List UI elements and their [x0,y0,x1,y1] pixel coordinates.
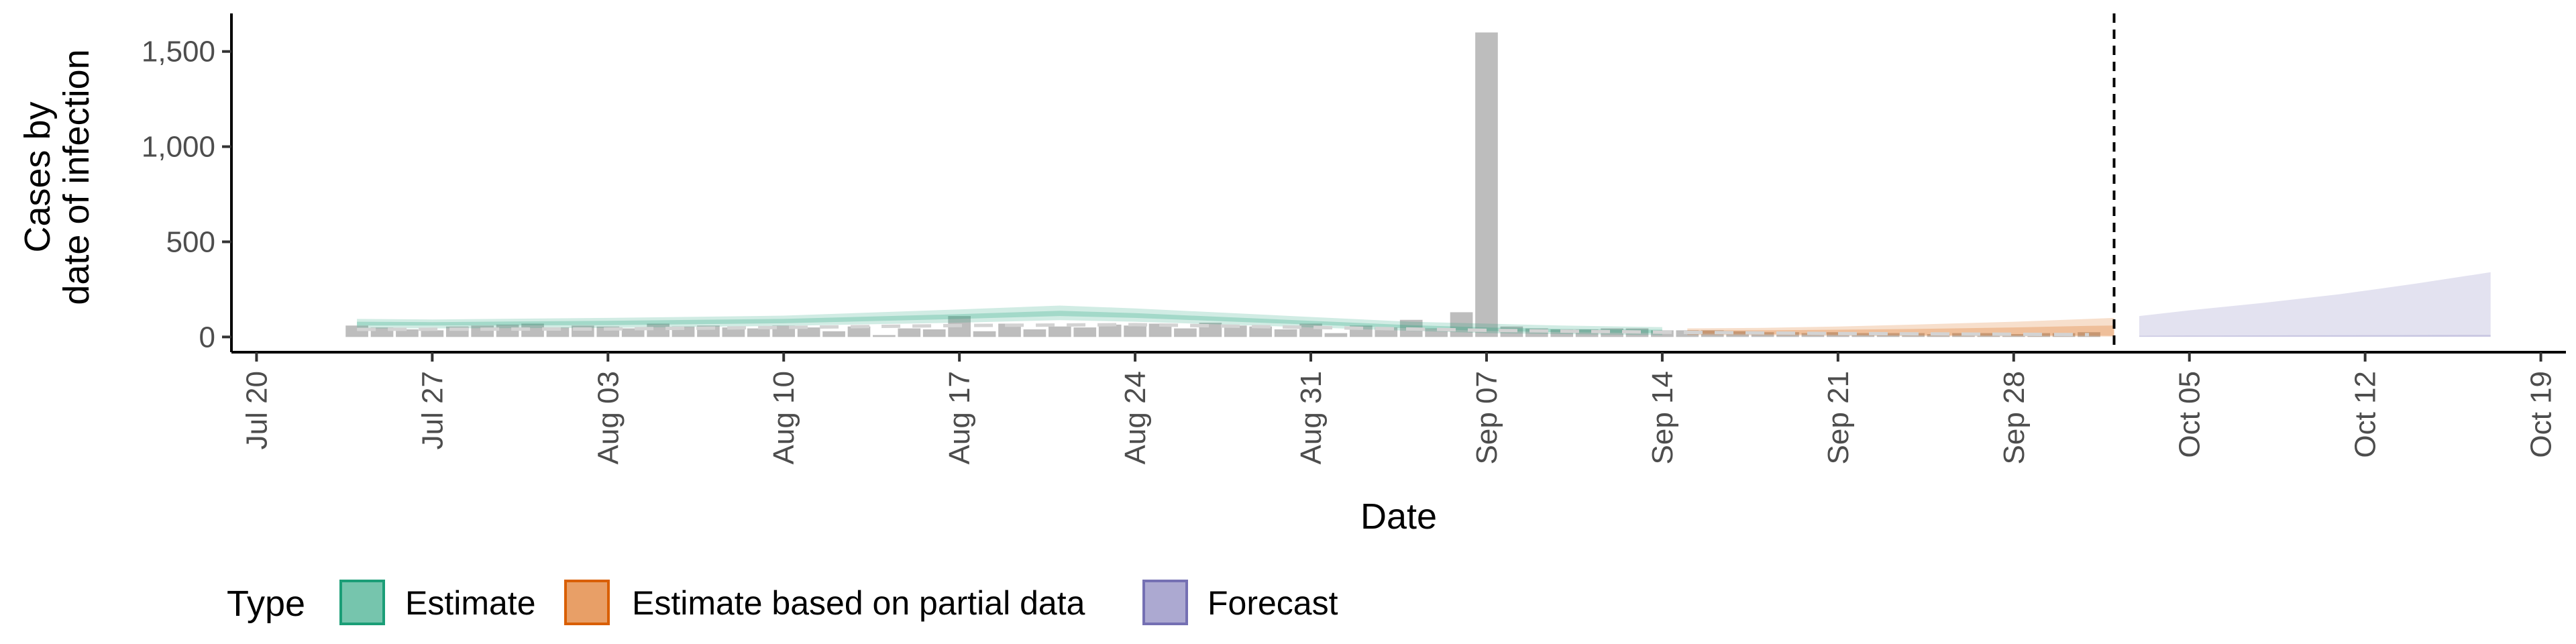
legend-item-forecast: Forecast [1142,580,1338,625]
bar [873,335,896,337]
x-axis-title: Date [1360,496,1437,537]
bar [1726,331,1749,337]
legend-key-forecast [1142,580,1188,625]
plot-area [345,13,2491,352]
legend-label-estimate: Estimate [405,584,536,622]
bar [998,323,1021,337]
bar [1274,329,1297,337]
y-tick-label: 1,000 [142,131,215,164]
band-outer-estimate [357,305,1662,335]
bar [1124,325,1146,337]
x-tick-label: Aug 31 [1295,371,1328,464]
legend-item-partial: Estimate based on partial data [564,580,1085,625]
x-tick-label: Oct 12 [2349,371,2382,458]
x-tick-label: Sep 07 [1470,371,1503,464]
legend: Type Estimate Estimate based on partial … [227,580,1338,625]
x-tick-label: Aug 24 [1119,371,1152,464]
bar [797,327,820,337]
x-tick-label: Oct 19 [2525,371,2558,458]
bar [747,328,770,337]
bar [1827,332,1849,337]
bar [370,327,394,337]
bar [2078,332,2100,337]
legend-label-forecast: Forecast [1208,584,1338,622]
band-inner-forecast [2139,335,2491,337]
x-tick-label: Sep 28 [1998,371,2031,464]
bar [1977,333,2000,337]
bar [1876,333,1900,337]
x-tick-label: Jul 20 [240,371,273,449]
x-tick-label: Aug 03 [592,371,625,464]
y-tick-label: 500 [166,225,215,258]
y-ticks: 0 500 1,000 1,500 [142,36,231,354]
bar [898,328,921,337]
bar [1701,330,1724,337]
y-tick-label: 0 [199,321,215,354]
y-tick-label: 1,500 [142,36,215,68]
x-tick-label: Aug 17 [943,371,976,464]
bars-layer [345,32,2100,337]
y-axis-title: Cases by date of infection [17,49,97,305]
x-tick-label: Sep 14 [1646,371,1679,464]
bar [521,323,544,337]
bar [1098,324,1122,337]
bar [1575,329,1599,337]
x-tick-label: Oct 05 [2174,371,2206,458]
bar [421,330,444,337]
x-tick-label: Sep 21 [1822,371,1855,464]
legend-label-partial: Estimate based on partial data [632,584,1085,622]
bar [922,329,946,337]
bar [2002,334,2025,337]
bar [1224,325,1247,337]
bar [1049,326,1071,337]
bar [1324,333,1348,337]
bar [973,331,996,337]
x-ticks: Jul 20 Jul 27 Aug 03 Aug 10 Aug 17 Aug 24 Aug … [240,352,2558,464]
legend-title: Type [227,584,305,624]
legend-key-estimate [339,580,385,625]
bar [1148,323,1172,337]
bar [847,326,871,337]
bar [621,328,645,337]
band-outer-forecast [2139,272,2491,337]
y-axis-title-line-2: date of infection [56,49,97,305]
bar [1023,329,1046,337]
bar [1450,312,1473,337]
axes: 0 500 1,000 1,500 Jul 20 Jul 27 Aug 03 Aug 10 A… [142,13,2566,464]
bar [1249,326,1273,337]
bar [722,327,745,337]
legend-key-partial [564,580,610,625]
bar [396,329,419,337]
bar [1801,333,1825,337]
bar [1851,333,1875,337]
bar [1073,327,1097,337]
y-axis-title-line-1: Cases by [17,101,58,252]
bar [1174,328,1197,337]
x-tick-label: Jul 27 [416,371,449,449]
legend-item-estimate: Estimate [339,580,536,625]
bar [1550,329,1574,337]
bar [1475,32,1498,337]
bar [822,331,845,337]
x-tick-label: Aug 10 [767,371,800,464]
